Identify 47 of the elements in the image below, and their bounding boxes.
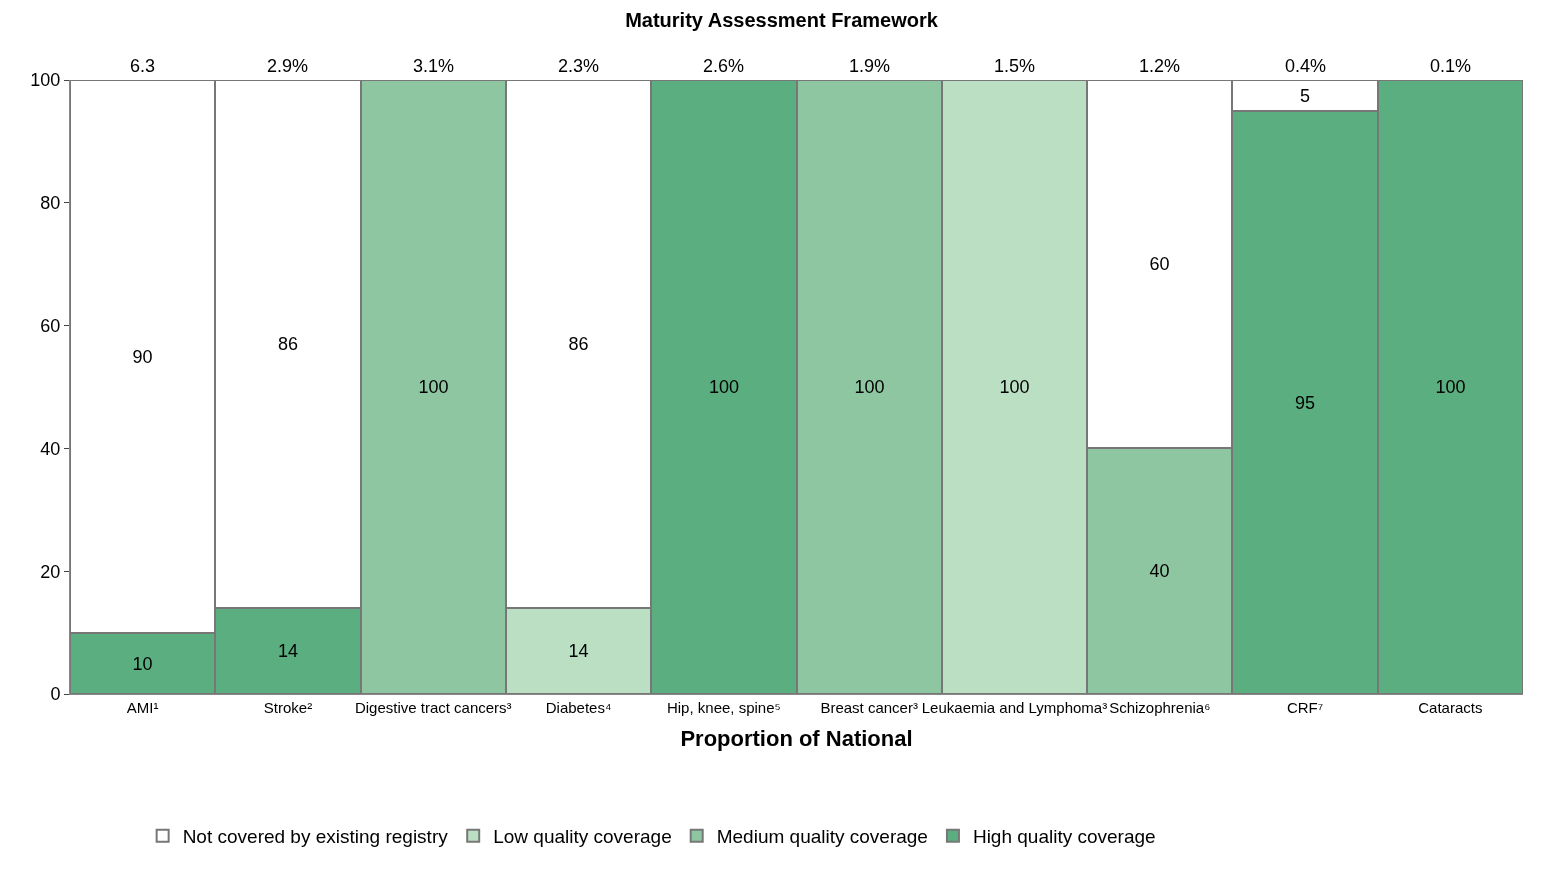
data-label: 10 (132, 653, 153, 674)
data-label: 100 (418, 377, 449, 397)
legend-label: Low quality coverage (493, 826, 672, 848)
annotation: 1.5% (994, 56, 1036, 76)
annotation: 6.3 (130, 56, 156, 76)
annotation: 1.9% (849, 56, 891, 76)
data-label: 100 (1435, 377, 1466, 397)
annotation: 2.3% (558, 56, 600, 76)
data-label: 100 (999, 377, 1030, 397)
x-tick-label: Leukaemia and Lymphoma³ (921, 699, 1108, 716)
data-label: 14 (568, 641, 589, 661)
x-tick-label: Hip, knee, spine⁵ (666, 699, 781, 716)
legend-label: Not covered by existing registry (182, 826, 449, 848)
data-label: 100 (854, 377, 885, 397)
x-tick-label: Cataracts (1418, 699, 1483, 716)
data-label: 5 (1299, 85, 1311, 106)
annotation: 1.2% (1139, 56, 1181, 76)
data-label: 40 (1149, 561, 1170, 581)
data-label: 95 (1294, 392, 1316, 413)
data-label: 60 (1149, 254, 1170, 274)
y-tick-label: 60 (40, 315, 61, 336)
annotation: 3.1% (413, 56, 455, 76)
chart-title: Maturity Assessment Framework (625, 9, 939, 32)
data-label: 14 (277, 641, 299, 661)
x-tick-label: Digestive tract cancers³ (354, 699, 512, 716)
y-tick-label: 40 (40, 438, 61, 459)
annotation: 2.9% (267, 56, 309, 76)
legend-label: High quality coverage (972, 826, 1156, 848)
y-tick-label: 0 (50, 684, 61, 705)
data-label: 86 (568, 334, 589, 354)
x-tick-label: AMI¹ (126, 699, 159, 716)
x-tick-label: Breast cancer³ (820, 699, 918, 716)
x-tick-label: Stroke² (263, 699, 313, 716)
x-axis-title: Proportion of National (680, 725, 913, 751)
data-label: 100 (708, 377, 740, 397)
annotation: 0.4% (1285, 56, 1327, 76)
y-tick-label: 80 (40, 193, 61, 214)
y-tick-label: 20 (40, 561, 61, 582)
x-tick-label: Schizophrenia⁶ (1109, 699, 1211, 716)
data-label: 86 (277, 334, 299, 354)
legend-label: Medium quality coverage (716, 826, 928, 848)
data-label: 90 (132, 346, 153, 367)
x-tick-label: Diabetes⁴ (545, 699, 612, 716)
x-tick-label: CRF⁷ (1286, 699, 1324, 716)
annotation: 0.1% (1430, 56, 1472, 76)
y-tick-label: 100 (30, 70, 61, 91)
annotation: 2.6% (703, 56, 745, 76)
